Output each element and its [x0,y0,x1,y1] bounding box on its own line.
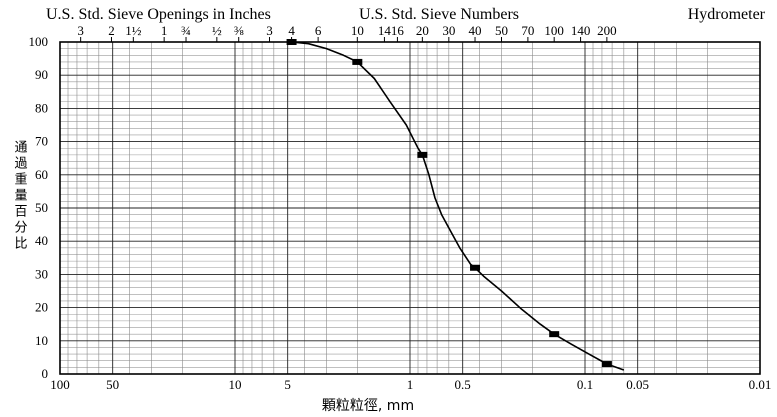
top-tick-label: 16 [391,23,405,38]
x-tick-label: 100 [50,377,70,392]
top-tick-label: 14 [378,23,392,38]
data-point [352,58,363,65]
top-tick-label: 3 [266,23,273,38]
y-tick-label: 10 [35,333,48,348]
x-tick-label: 50 [106,377,119,392]
top-tick-label: 1 [161,23,168,38]
y-axis-label: 通過重量百分比 [12,140,28,252]
top-tick-label: 140 [571,23,591,38]
y-tick-labels: 0 10 20 30 40 50 60 70 80 90 100 [29,34,49,381]
top-tick-labels: 3 2 1½ 1 ¾ ½ ⅜ 3 4 6 10 14 16 20 30 40 50 70 100 140 200 [77,23,617,42]
y-tick-label: 70 [35,134,48,149]
x-tick-label: 5 [284,377,291,392]
header-sieve-numbers: U.S. Std. Sieve Numbers [359,6,519,23]
x-tick-label: 0.1 [577,377,593,392]
header-hydrometer: Hydrometer [688,6,766,23]
top-tick-label: 4 [288,23,295,38]
top-tick-label: ⅜ [234,23,244,38]
y-tick-label: 0 [42,366,49,381]
top-tick-label: 10 [351,23,364,38]
top-tick-label: 3 [77,23,84,38]
data-point [601,361,612,368]
top-tick-label: 100 [544,23,564,38]
top-tick-label: 2 [108,23,115,38]
y-tick-label: 60 [35,167,48,182]
y-tick-label: 50 [35,200,48,215]
plot-frame [59,41,761,375]
major-grid [60,42,760,374]
y-tick-label: 30 [35,266,48,281]
top-tick-label: 1½ [125,23,142,38]
top-tick-label: 40 [469,23,482,38]
data-point [417,151,428,158]
x-axis-label: 顆粒粒徑, mm [322,398,414,414]
x-tick-label: 1 [407,377,414,392]
data-point [286,39,297,45]
series-group [286,39,625,371]
header-sieve-openings: U.S. Std. Sieve Openings in Inches [46,6,271,23]
y-tick-label: 40 [35,233,48,248]
top-tick-label: 50 [495,23,508,38]
data-point [470,264,481,271]
x-tick-label: 0.5 [455,377,471,392]
gradation-curve [287,41,625,371]
x-tick-label: 0.05 [626,377,649,392]
y-tick-label: 80 [35,100,48,115]
x-tick-label: 10 [229,377,242,392]
top-tick-label: 200 [597,23,617,38]
top-tick-label: ¾ [181,23,191,38]
top-tick-label: 20 [416,23,429,38]
y-tick-label: 90 [35,67,48,82]
x-tick-label: 0.01 [749,377,772,392]
data-point [549,331,560,338]
y-tick-label: 20 [35,300,48,315]
top-tick-label: 30 [442,23,455,38]
x-tick-labels: 100 50 10 5 1 0.5 0.1 0.05 0.01 [50,377,771,392]
top-tick-label: 6 [315,23,322,38]
top-tick-label: ½ [212,23,222,38]
top-tick-label: 70 [521,23,534,38]
y-tick-label: 100 [29,34,49,49]
